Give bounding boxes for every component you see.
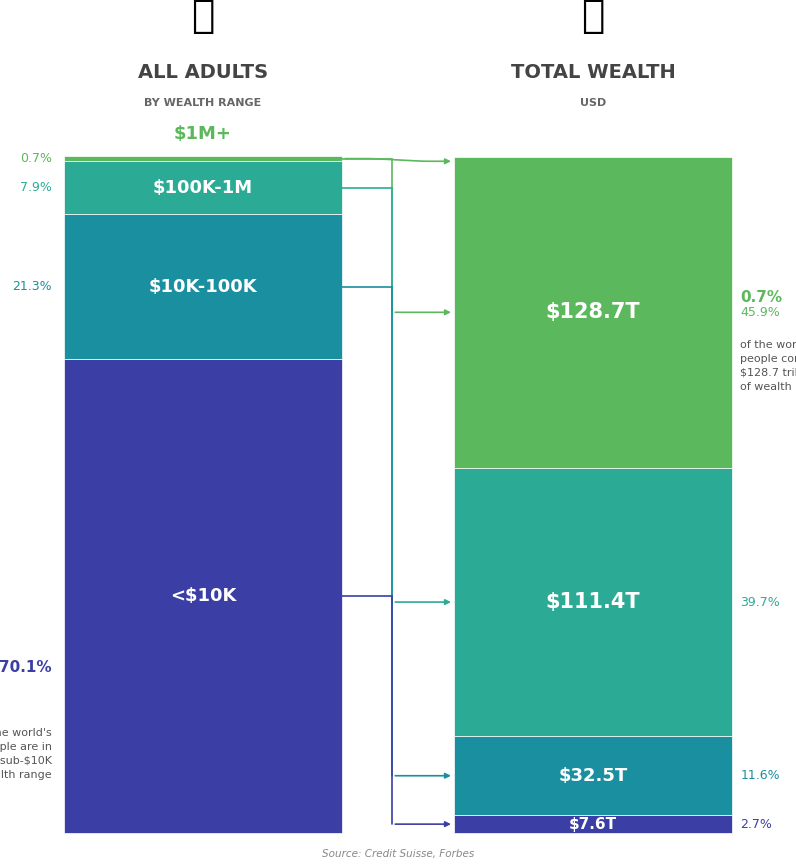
Text: $1M+: $1M+	[174, 125, 232, 143]
Text: $10K-100K: $10K-100K	[149, 278, 257, 296]
Text: 39.7%: 39.7%	[740, 595, 780, 608]
Text: 2.7%: 2.7%	[740, 818, 772, 831]
Text: $128.7T: $128.7T	[546, 302, 640, 322]
FancyBboxPatch shape	[64, 358, 342, 833]
Text: 11.6%: 11.6%	[740, 769, 780, 782]
Text: USD: USD	[580, 98, 606, 108]
Text: Source: Credit Suisse, Forbes: Source: Credit Suisse, Forbes	[322, 849, 474, 859]
Text: 7.9%: 7.9%	[20, 181, 52, 194]
FancyBboxPatch shape	[64, 214, 342, 358]
Text: 0.7%: 0.7%	[20, 152, 52, 165]
Text: 70.1%: 70.1%	[0, 660, 52, 674]
FancyBboxPatch shape	[454, 736, 732, 815]
FancyBboxPatch shape	[454, 157, 732, 468]
FancyBboxPatch shape	[64, 156, 342, 161]
FancyBboxPatch shape	[454, 468, 732, 736]
Text: $32.5T: $32.5T	[559, 766, 627, 785]
Text: $111.4T: $111.4T	[546, 592, 640, 612]
Text: 21.3%: 21.3%	[12, 280, 52, 293]
Text: <$10K: <$10K	[170, 587, 236, 605]
Text: of the world's
people are in
the sub-$10K
wealth range: of the world's people are in the sub-$10…	[0, 728, 52, 780]
Text: 0.7%: 0.7%	[740, 290, 782, 305]
Text: 💵: 💵	[581, 0, 605, 35]
Text: 45.9%: 45.9%	[740, 306, 780, 319]
Text: BY WEALTH RANGE: BY WEALTH RANGE	[144, 98, 262, 108]
FancyBboxPatch shape	[454, 815, 732, 833]
Text: ALL ADULTS: ALL ADULTS	[138, 63, 268, 82]
Text: TOTAL WEALTH: TOTAL WEALTH	[511, 63, 675, 82]
Text: of the world's
people control
$128.7 trillion
of wealth: of the world's people control $128.7 tri…	[740, 339, 796, 391]
FancyBboxPatch shape	[64, 161, 342, 214]
Text: $100K-1M: $100K-1M	[153, 179, 253, 197]
Text: 👥: 👥	[191, 0, 215, 35]
Text: $7.6T: $7.6T	[569, 817, 617, 832]
